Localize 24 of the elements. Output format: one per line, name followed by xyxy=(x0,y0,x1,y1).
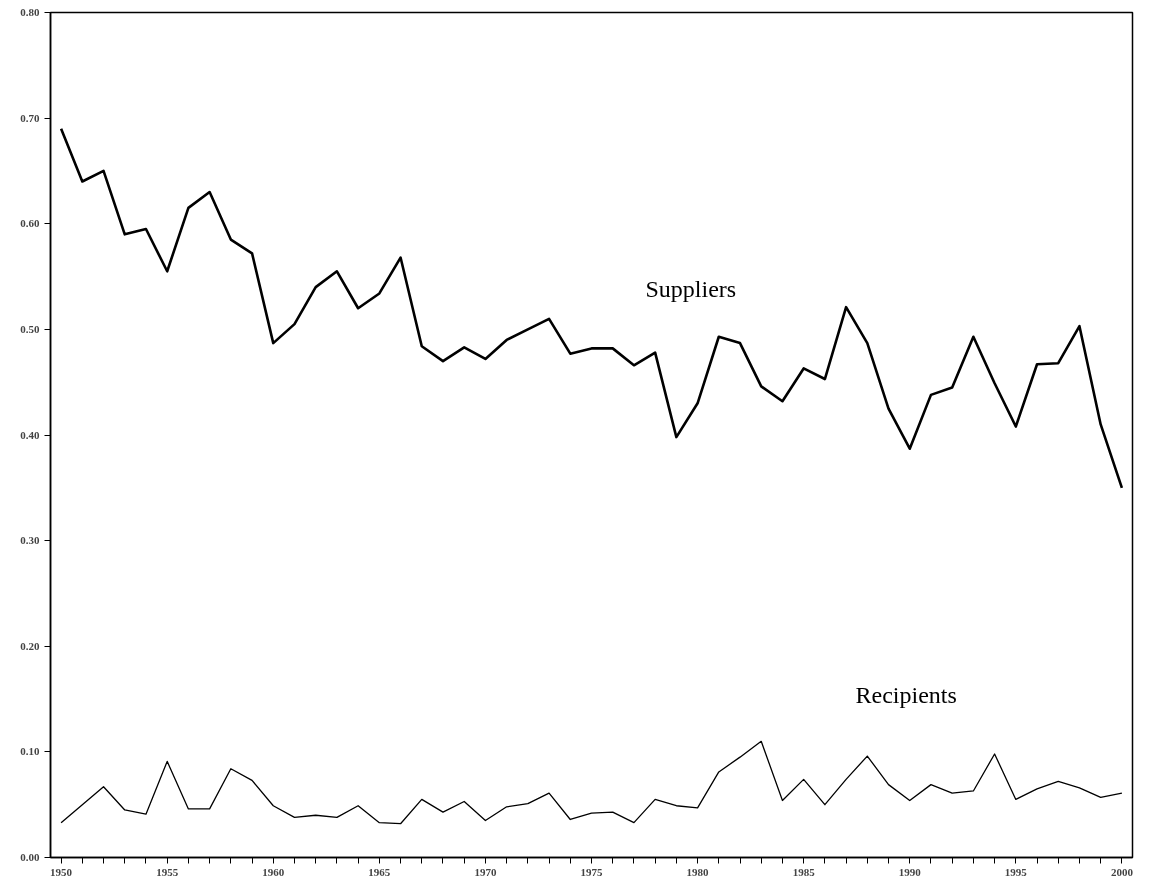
x-tick-label: 1970 xyxy=(474,865,497,878)
y-tick-label: 0.40 xyxy=(20,428,40,441)
series-label: Suppliers xyxy=(645,275,737,302)
x-tick-label: 1980 xyxy=(686,865,710,878)
x-tick-label: 1990 xyxy=(898,865,922,878)
y-tick-label: 0.80 xyxy=(20,6,40,18)
line-series xyxy=(60,740,1123,825)
y-tick-label: 0.00 xyxy=(20,851,40,863)
x-tick-label: 2000 xyxy=(1110,865,1134,878)
y-tick-label: 0.50 xyxy=(20,322,40,335)
x-tick-label: 1975 xyxy=(580,865,603,878)
x-tick-label: 1985 xyxy=(792,865,816,878)
y-tick-label: 0.60 xyxy=(20,217,40,230)
y-tick-label: 0.20 xyxy=(20,639,40,652)
y-tick-label: 0.70 xyxy=(20,111,40,124)
x-tick-label: 1965 xyxy=(368,865,391,878)
x-tick-label: 1995 xyxy=(1004,865,1028,878)
line-series xyxy=(59,127,1124,490)
x-tick-label: 1955 xyxy=(156,865,179,878)
text: Recipients xyxy=(855,681,957,708)
x-tick-label: 1950 xyxy=(50,865,73,878)
x-tick-label: 1960 xyxy=(262,865,285,878)
y-tick-label: 0.30 xyxy=(20,534,40,547)
y-tick-label: 0.10 xyxy=(20,745,40,758)
